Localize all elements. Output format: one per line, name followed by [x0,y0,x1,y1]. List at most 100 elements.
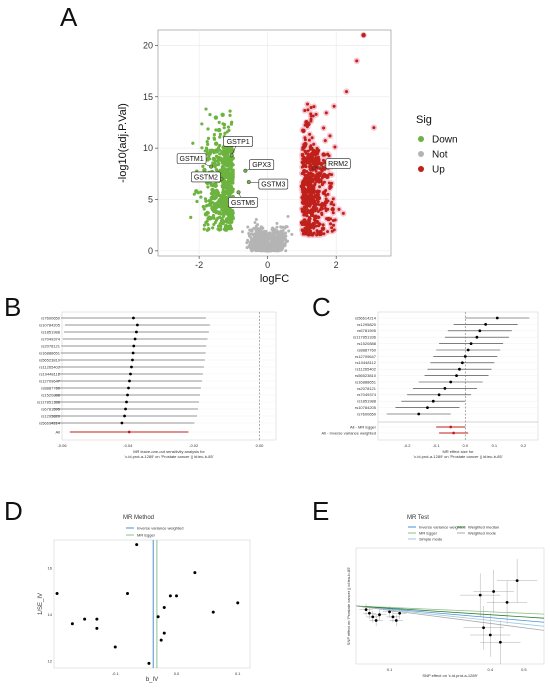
point-not [283,236,287,240]
y-tick-label: 10 [143,143,153,153]
point-up [320,226,326,231]
point-down [213,141,219,146]
point-up [314,194,318,198]
point-up [307,175,311,179]
point-down [208,112,212,117]
estimate-point [443,387,447,390]
point-down [208,199,213,204]
point-up [310,136,314,140]
point-up [304,158,309,163]
point-down [214,194,219,198]
snp-label: rs56614214 [39,420,61,425]
point-down [231,168,235,172]
point-down [228,109,232,113]
point-up [372,126,376,130]
point-up [315,230,319,234]
point-up [317,190,321,194]
estimate-point [417,412,421,416]
point-up [323,189,327,193]
point-down [229,227,234,231]
point-not [261,226,265,230]
point-down [211,156,217,162]
point-not [262,246,266,250]
gene-point [311,165,316,170]
point-up [300,185,304,189]
x-tick-label: 0.1 [387,667,393,672]
point-not [284,231,288,235]
snp-point [368,611,371,615]
point-not [276,233,280,237]
point-up [318,179,322,183]
point-up [344,90,348,94]
point-up [324,197,328,201]
point-not [240,230,244,234]
gene-point [236,190,241,195]
point-up [312,186,316,190]
point-down [218,202,222,207]
point-down [227,128,231,132]
point-not [275,240,279,244]
point-down [226,208,230,212]
point-up [326,230,330,234]
point-down [228,150,233,154]
point-down [222,173,227,177]
x-tick-label: -0.1 [433,443,441,448]
point-down [217,211,221,216]
point-up [314,203,318,207]
point-down [189,215,193,219]
snp-point [482,626,485,630]
gene-label-box [176,153,207,164]
snp-label: rs1520888 [41,392,61,397]
point-down [224,148,228,153]
point-up [332,104,336,108]
legend-swatch-up [418,166,424,172]
point-up [308,210,312,214]
point-down [204,107,208,111]
point-up [327,154,331,158]
point-up [307,202,311,206]
estimate-point [449,425,453,429]
regression-line [355,605,545,627]
snp-label: All - MR Egger [350,424,377,429]
point-down [214,149,218,153]
point-not [284,249,288,253]
point-not [280,230,284,234]
point-not [259,245,263,249]
point-down [228,113,232,117]
point-down [206,136,211,140]
point-up [309,105,313,109]
point-up [314,216,318,220]
point-up [306,149,310,153]
forest-plot-area [377,311,539,441]
point-down [219,224,223,228]
point-up [322,180,326,184]
point-up [307,138,311,142]
estimate-point [478,329,482,333]
point-down [220,161,224,165]
point-up [309,114,313,118]
point-up [314,169,318,173]
point-not [246,225,250,229]
point-not [260,231,264,235]
point-up [301,160,305,164]
point-down [207,227,211,231]
point-down [216,163,220,167]
legend-swatch-down [418,136,424,142]
point-down [201,204,205,209]
estimate-point [130,365,133,369]
point-up [305,199,309,203]
single-snp-forest-plot: rs56614214rs1295820rs6781595rs117851336r… [322,311,539,459]
funnel-point [162,631,166,635]
x-axis-title: MR leave-one-out sensitivity analysis fo… [133,449,205,454]
point-down [223,131,227,135]
point-not [278,241,282,245]
point-not [283,243,287,247]
point-down [202,227,206,231]
estimate-point [458,367,461,371]
point-not [280,237,284,241]
point-up [314,153,318,157]
point-down [203,197,208,201]
y-tick-label: 15 [143,92,153,102]
point-up [309,119,313,123]
point-down [220,185,225,189]
